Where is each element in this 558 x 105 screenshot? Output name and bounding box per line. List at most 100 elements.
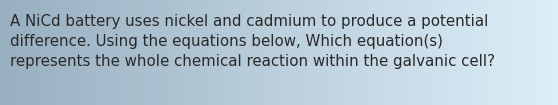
Bar xyxy=(112,0,113,105)
Bar xyxy=(158,0,159,105)
Bar xyxy=(186,0,187,105)
Bar xyxy=(411,0,412,105)
Bar xyxy=(312,0,313,105)
Bar xyxy=(485,0,486,105)
Bar xyxy=(89,0,90,105)
Bar xyxy=(335,0,336,105)
Bar xyxy=(391,0,392,105)
Bar xyxy=(494,0,495,105)
Bar xyxy=(253,0,254,105)
Bar xyxy=(520,0,521,105)
Bar xyxy=(317,0,318,105)
Bar xyxy=(121,0,122,105)
Bar xyxy=(172,0,174,105)
Bar xyxy=(442,0,444,105)
Bar xyxy=(109,0,110,105)
Bar xyxy=(301,0,302,105)
Bar xyxy=(175,0,176,105)
Bar xyxy=(134,0,135,105)
Bar xyxy=(448,0,449,105)
Bar xyxy=(59,0,60,105)
Bar xyxy=(218,0,219,105)
Bar xyxy=(38,0,39,105)
Bar xyxy=(273,0,275,105)
Bar xyxy=(422,0,423,105)
Bar xyxy=(369,0,371,105)
Bar xyxy=(316,0,317,105)
Bar xyxy=(543,0,544,105)
Bar xyxy=(233,0,234,105)
Bar xyxy=(0,0,1,105)
Bar xyxy=(14,0,15,105)
Bar xyxy=(146,0,147,105)
Bar xyxy=(16,0,17,105)
Bar xyxy=(24,0,25,105)
Bar xyxy=(201,0,203,105)
Bar xyxy=(402,0,403,105)
Bar xyxy=(296,0,297,105)
Bar xyxy=(185,0,186,105)
Bar xyxy=(205,0,206,105)
Bar xyxy=(503,0,504,105)
Bar xyxy=(64,0,65,105)
Bar xyxy=(210,0,211,105)
Bar xyxy=(420,0,421,105)
Bar xyxy=(444,0,445,105)
Bar xyxy=(289,0,290,105)
Bar xyxy=(531,0,532,105)
Bar xyxy=(41,0,42,105)
Bar xyxy=(96,0,97,105)
Bar xyxy=(372,0,373,105)
Bar xyxy=(199,0,200,105)
Bar xyxy=(113,0,114,105)
Bar xyxy=(338,0,339,105)
Bar xyxy=(152,0,153,105)
Bar xyxy=(281,0,282,105)
Bar xyxy=(552,0,554,105)
Bar xyxy=(311,0,312,105)
Bar xyxy=(266,0,267,105)
Bar xyxy=(252,0,253,105)
Bar xyxy=(148,0,150,105)
Bar xyxy=(151,0,152,105)
Bar xyxy=(453,0,454,105)
Bar xyxy=(195,0,196,105)
Bar xyxy=(535,0,536,105)
Bar xyxy=(246,0,247,105)
Bar xyxy=(288,0,289,105)
Bar xyxy=(12,0,13,105)
Bar xyxy=(179,0,180,105)
Bar xyxy=(182,0,183,105)
Bar xyxy=(390,0,391,105)
Bar xyxy=(262,0,263,105)
Bar xyxy=(499,0,500,105)
Bar xyxy=(6,0,7,105)
Bar xyxy=(522,0,523,105)
Bar xyxy=(507,0,508,105)
Bar xyxy=(383,0,384,105)
Bar xyxy=(120,0,121,105)
Bar xyxy=(421,0,422,105)
Bar xyxy=(524,0,525,105)
Bar xyxy=(136,0,137,105)
Bar xyxy=(509,0,510,105)
Bar xyxy=(227,0,228,105)
Bar xyxy=(245,0,246,105)
Bar xyxy=(337,0,338,105)
Bar xyxy=(497,0,498,105)
Bar xyxy=(234,0,235,105)
Bar xyxy=(280,0,281,105)
Bar xyxy=(84,0,85,105)
Bar xyxy=(209,0,210,105)
Bar xyxy=(482,0,483,105)
Bar xyxy=(300,0,301,105)
Bar xyxy=(7,0,8,105)
Bar xyxy=(51,0,52,105)
Bar xyxy=(171,0,172,105)
Bar xyxy=(500,0,501,105)
Bar xyxy=(25,0,26,105)
Bar xyxy=(389,0,390,105)
Bar xyxy=(415,0,416,105)
Bar xyxy=(183,0,184,105)
Bar xyxy=(153,0,155,105)
